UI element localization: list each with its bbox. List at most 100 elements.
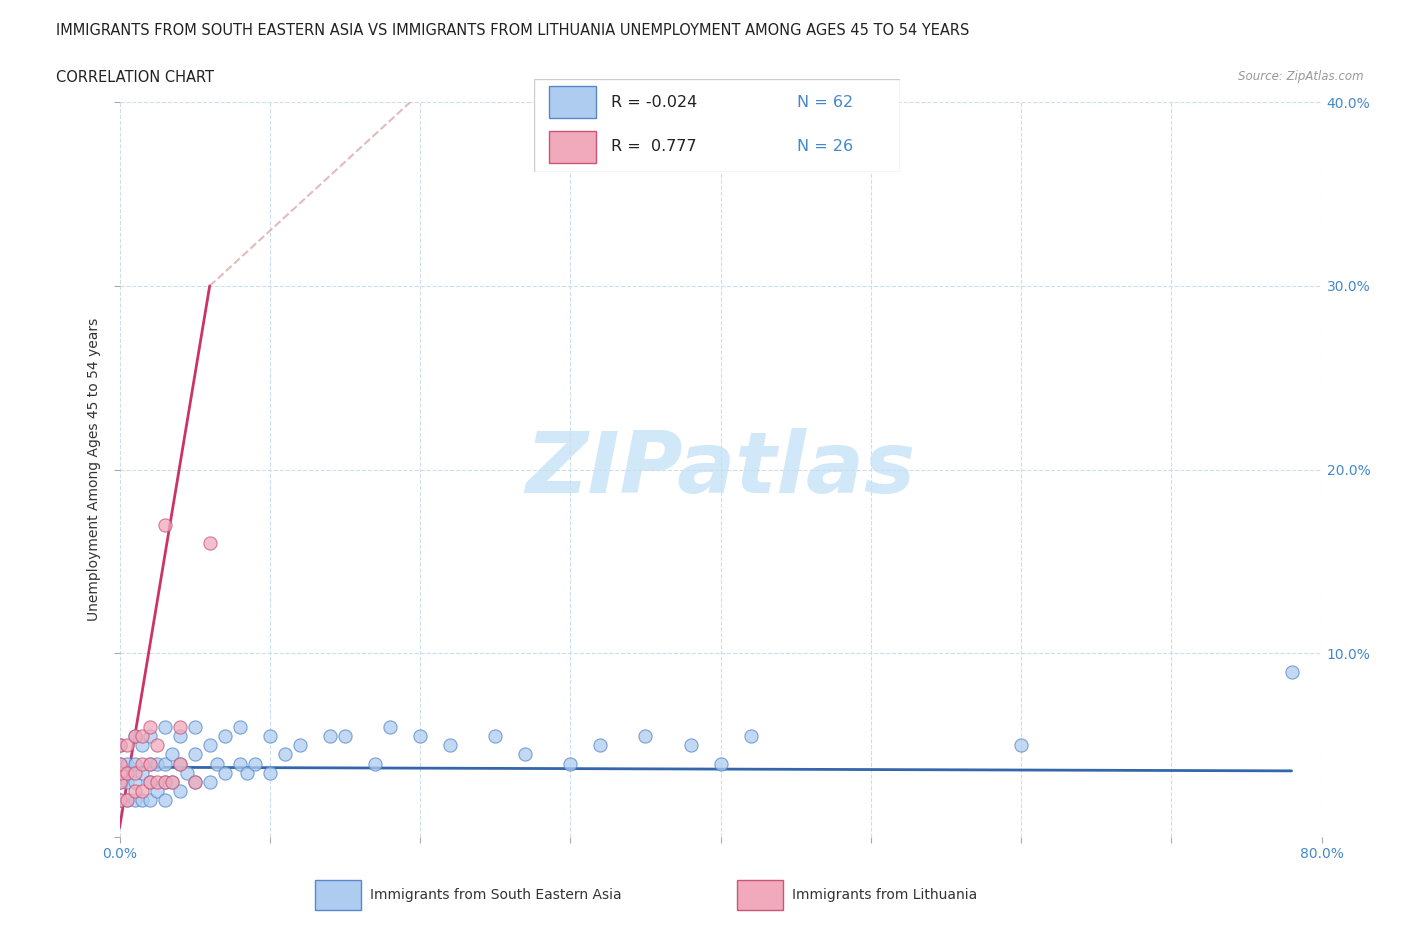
Point bbox=[108, 792, 131, 807]
Text: N = 62: N = 62 bbox=[797, 95, 853, 110]
Point bbox=[183, 775, 205, 790]
Y-axis label: Unemployment Among Ages 45 to 54 years: Unemployment Among Ages 45 to 54 years bbox=[87, 318, 101, 621]
Point bbox=[108, 792, 131, 807]
Point bbox=[259, 728, 281, 743]
FancyBboxPatch shape bbox=[737, 880, 783, 910]
Point bbox=[131, 728, 153, 743]
Point bbox=[153, 775, 176, 790]
Point bbox=[169, 784, 191, 799]
FancyBboxPatch shape bbox=[315, 880, 361, 910]
Point bbox=[138, 775, 160, 790]
Point bbox=[138, 756, 160, 771]
Point bbox=[146, 756, 169, 771]
Point bbox=[183, 720, 205, 735]
Point bbox=[1281, 664, 1303, 679]
Point bbox=[153, 517, 176, 532]
Point bbox=[709, 756, 731, 771]
Text: IMMIGRANTS FROM SOUTH EASTERN ASIA VS IMMIGRANTS FROM LITHUANIA UNEMPLOYMENT AMO: IMMIGRANTS FROM SOUTH EASTERN ASIA VS IM… bbox=[56, 23, 970, 38]
Point bbox=[634, 728, 657, 743]
Point bbox=[228, 720, 252, 735]
Point bbox=[560, 756, 582, 771]
Point bbox=[169, 756, 191, 771]
Point bbox=[146, 775, 169, 790]
Text: R =  0.777: R = 0.777 bbox=[612, 140, 696, 154]
Text: Immigrants from Lithuania: Immigrants from Lithuania bbox=[792, 888, 977, 902]
Point bbox=[205, 756, 228, 771]
Point bbox=[138, 756, 160, 771]
Point bbox=[198, 775, 221, 790]
Point bbox=[124, 728, 146, 743]
Point bbox=[138, 792, 160, 807]
Point bbox=[364, 756, 387, 771]
Text: R = -0.024: R = -0.024 bbox=[612, 95, 697, 110]
Point bbox=[183, 775, 205, 790]
Point bbox=[131, 792, 153, 807]
Point bbox=[108, 756, 131, 771]
Point bbox=[115, 792, 138, 807]
Point bbox=[131, 765, 153, 780]
Point bbox=[484, 728, 506, 743]
FancyBboxPatch shape bbox=[548, 86, 596, 118]
Point bbox=[124, 784, 146, 799]
Point bbox=[153, 756, 176, 771]
Point bbox=[176, 765, 198, 780]
Point bbox=[115, 765, 138, 780]
Point bbox=[274, 747, 297, 762]
Point bbox=[1010, 737, 1032, 752]
Text: CORRELATION CHART: CORRELATION CHART bbox=[56, 70, 214, 85]
Point bbox=[214, 765, 236, 780]
Point bbox=[124, 728, 146, 743]
Point bbox=[333, 728, 356, 743]
Point bbox=[153, 792, 176, 807]
Point bbox=[138, 720, 160, 735]
Point bbox=[146, 784, 169, 799]
Point bbox=[259, 765, 281, 780]
Point bbox=[138, 728, 160, 743]
Point bbox=[740, 728, 762, 743]
Point bbox=[198, 536, 221, 551]
Point bbox=[146, 737, 169, 752]
Point bbox=[124, 756, 146, 771]
Point bbox=[153, 720, 176, 735]
Point bbox=[108, 737, 131, 752]
Text: Immigrants from South Eastern Asia: Immigrants from South Eastern Asia bbox=[370, 888, 621, 902]
Point bbox=[228, 756, 252, 771]
Point bbox=[409, 728, 432, 743]
FancyBboxPatch shape bbox=[534, 79, 900, 172]
Point bbox=[115, 792, 138, 807]
Point bbox=[108, 737, 131, 752]
Point bbox=[108, 756, 131, 771]
Point bbox=[589, 737, 612, 752]
Point bbox=[198, 737, 221, 752]
Point bbox=[153, 775, 176, 790]
Point bbox=[160, 747, 183, 762]
Point bbox=[169, 720, 191, 735]
Text: Source: ZipAtlas.com: Source: ZipAtlas.com bbox=[1239, 70, 1364, 83]
Point bbox=[115, 775, 138, 790]
Point bbox=[679, 737, 702, 752]
Point bbox=[108, 775, 131, 790]
Point bbox=[138, 775, 160, 790]
Point bbox=[115, 737, 138, 752]
FancyBboxPatch shape bbox=[548, 131, 596, 163]
Point bbox=[319, 728, 342, 743]
Point bbox=[515, 747, 537, 762]
Point bbox=[108, 765, 131, 780]
Point bbox=[131, 737, 153, 752]
Text: ZIPatlas: ZIPatlas bbox=[526, 428, 915, 512]
Point bbox=[169, 728, 191, 743]
Point bbox=[131, 784, 153, 799]
Point bbox=[160, 775, 183, 790]
Point bbox=[115, 756, 138, 771]
Point bbox=[183, 747, 205, 762]
Point bbox=[214, 728, 236, 743]
Point bbox=[124, 765, 146, 780]
Point bbox=[160, 775, 183, 790]
Point bbox=[124, 775, 146, 790]
Point bbox=[124, 792, 146, 807]
Point bbox=[108, 775, 131, 790]
Point bbox=[288, 737, 311, 752]
Text: N = 26: N = 26 bbox=[797, 140, 853, 154]
Point bbox=[131, 756, 153, 771]
Point bbox=[243, 756, 266, 771]
